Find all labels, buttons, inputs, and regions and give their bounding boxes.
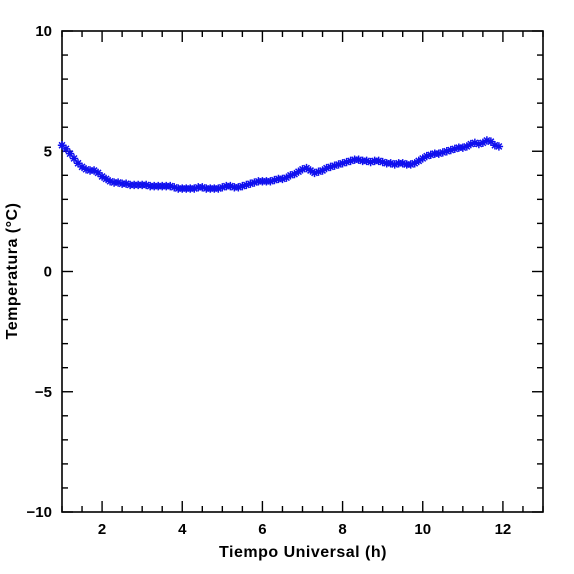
data-point <box>190 184 199 193</box>
data-point <box>61 144 71 154</box>
data-point <box>298 165 307 174</box>
data-point <box>478 138 488 148</box>
data-point <box>338 159 347 168</box>
data-point <box>93 168 103 178</box>
data-point <box>121 179 131 188</box>
data-point <box>458 143 468 152</box>
data-point <box>141 180 151 190</box>
y-axis-title: Temperatura (°C) <box>4 203 21 340</box>
y-tick-label: 10 <box>35 23 52 40</box>
data-point <box>214 184 223 193</box>
data-point <box>474 139 484 149</box>
data-point <box>470 138 480 148</box>
data-point <box>426 150 435 160</box>
data-point <box>218 183 227 192</box>
data-point <box>494 142 504 151</box>
x-tick-label: 10 <box>414 521 431 538</box>
data-point <box>77 162 87 172</box>
data-point <box>434 149 443 158</box>
data-point <box>462 142 472 151</box>
data-point <box>406 160 415 169</box>
data-point <box>286 171 295 180</box>
data-point <box>354 155 363 164</box>
data-point <box>414 156 423 166</box>
data-points <box>57 136 504 193</box>
data-point <box>226 181 235 191</box>
data-point <box>81 165 91 174</box>
data-point <box>282 173 291 182</box>
data-point <box>270 175 279 185</box>
data-point <box>294 167 303 176</box>
data-point <box>410 159 419 168</box>
data-point <box>97 172 107 181</box>
y-tick-label: 5 <box>44 143 52 160</box>
data-point <box>438 148 447 157</box>
data-point <box>310 168 319 178</box>
data-point <box>322 163 331 173</box>
data-point <box>166 181 175 191</box>
data-point <box>334 160 343 169</box>
data-point <box>242 180 251 190</box>
data-point <box>65 149 75 158</box>
data-point <box>73 159 83 168</box>
x-tick-label: 12 <box>495 521 512 538</box>
data-point <box>306 166 315 175</box>
data-point <box>69 154 79 163</box>
x-axis-ticks: 2 4 6 8 10 12 <box>61 31 544 538</box>
data-point <box>362 156 371 166</box>
data-point <box>234 183 243 192</box>
x-tick-label: 4 <box>178 521 187 538</box>
data-point <box>442 147 451 156</box>
data-point <box>490 141 500 150</box>
data-point <box>346 156 355 166</box>
data-point <box>466 139 476 149</box>
x-axis-title: Tiempo Universal (h) <box>219 544 387 561</box>
data-point <box>482 136 492 145</box>
data-point <box>238 181 247 191</box>
data-point <box>314 167 323 176</box>
y-axis-ticks: −10 −5 0 5 10 <box>27 23 543 521</box>
data-point <box>101 174 111 184</box>
data-point <box>105 177 115 186</box>
y-tick-label: 0 <box>44 264 52 281</box>
data-point <box>378 157 387 167</box>
data-point <box>398 159 407 168</box>
data-point <box>302 163 311 173</box>
data-point <box>450 144 460 154</box>
x-tick-label: 6 <box>258 521 266 538</box>
data-point <box>386 159 395 168</box>
data-point <box>342 157 351 167</box>
x-tick-label: 2 <box>98 521 106 538</box>
data-point <box>89 166 99 175</box>
data-point <box>374 156 383 166</box>
plot-frame <box>61 30 544 513</box>
y-tick-label: −5 <box>35 384 52 401</box>
data-point <box>250 178 259 187</box>
data-point <box>326 162 335 172</box>
data-point <box>486 137 496 146</box>
data-point <box>57 141 67 150</box>
data-point <box>290 169 299 179</box>
data-point <box>330 161 339 170</box>
data-point <box>266 177 275 186</box>
x-tick-label: 8 <box>338 521 346 538</box>
data-point <box>366 157 375 167</box>
data-point <box>446 145 456 155</box>
data-point <box>422 151 431 161</box>
data-point <box>418 154 427 163</box>
data-point <box>113 178 123 187</box>
data-point <box>278 174 287 184</box>
data-point <box>198 183 207 192</box>
y-tick-label: −10 <box>27 504 52 521</box>
data-point <box>318 166 327 175</box>
data-point <box>246 179 255 188</box>
data-point <box>170 183 179 192</box>
data-point <box>390 160 399 169</box>
